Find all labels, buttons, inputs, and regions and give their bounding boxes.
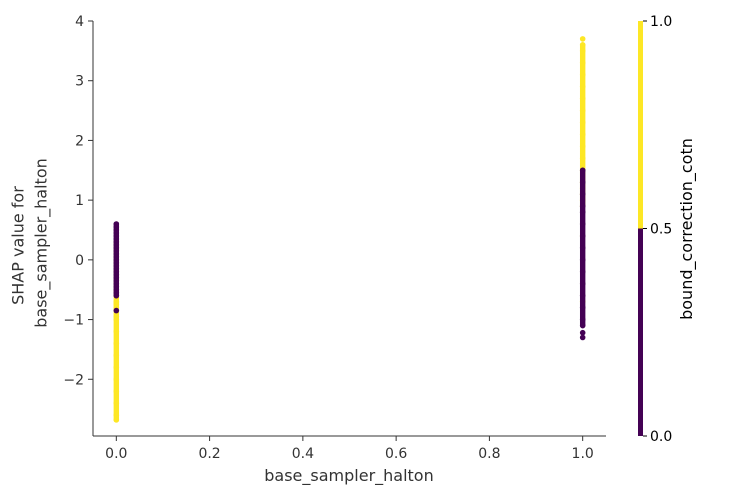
y-axis-label: SHAP value for base_sampler_halton bbox=[8, 158, 51, 327]
data-point-s2-9 bbox=[579, 131, 586, 138]
data-point-s2-4 bbox=[579, 71, 586, 78]
axes bbox=[92, 21, 606, 437]
data-point-s3-1 bbox=[579, 179, 586, 186]
data-point-s0-14 bbox=[113, 301, 120, 308]
data-point-s3-9 bbox=[579, 268, 586, 275]
data-point-s0-7 bbox=[113, 340, 120, 347]
data-point-s1-25 bbox=[113, 307, 120, 314]
y-tick-label-2: 0 bbox=[75, 253, 84, 269]
data-point-s2-5 bbox=[579, 83, 586, 90]
x-axis-label: base_sampler_halton bbox=[264, 466, 433, 486]
data-point-s2-0 bbox=[579, 36, 586, 42]
data-point-s3-6 bbox=[579, 233, 586, 239]
data-point-s2-8 bbox=[579, 119, 586, 126]
x-tick-label-3: 0.6 bbox=[385, 446, 407, 462]
colorbar-high-segment bbox=[638, 21, 643, 229]
y-axis-label-line-1: SHAP value for bbox=[8, 186, 27, 305]
x-tick-label-0: 0.0 bbox=[105, 446, 127, 462]
data-point-s2-11 bbox=[579, 155, 586, 162]
data-point-s2-2 bbox=[579, 48, 586, 54]
colorbar-tick-label-0: 0.0 bbox=[650, 429, 672, 445]
y-tick-label-3: 1 bbox=[75, 193, 84, 209]
data-point-s3-7 bbox=[579, 245, 586, 251]
y-axis-label-line-2: base_sampler_halton bbox=[32, 158, 52, 327]
data-point-s3-5 bbox=[579, 221, 586, 227]
data-point-s2-6 bbox=[579, 95, 586, 102]
data-point-s3-16 bbox=[579, 334, 586, 341]
data-point-s2-1 bbox=[579, 42, 586, 48]
x-tick-label-2: 0.4 bbox=[292, 446, 314, 462]
scatter-points bbox=[113, 36, 586, 423]
y-tick-label-5: 3 bbox=[75, 74, 84, 90]
data-point-s3-10 bbox=[579, 280, 586, 287]
x-axis-ticks: 0.0 0.2 0.4 0.6 0.8 1.0 bbox=[105, 436, 594, 462]
data-point-s0-10 bbox=[113, 313, 120, 320]
y-axis-ticks: −2 −1 0 1 2 3 4 bbox=[63, 14, 93, 388]
y-tick-label-0: −2 bbox=[63, 372, 84, 388]
data-point-s0-3 bbox=[113, 388, 120, 395]
data-point-s2-3 bbox=[579, 59, 586, 66]
data-point-s2-10 bbox=[579, 143, 586, 150]
point-strip-s2-0 bbox=[579, 42, 586, 209]
data-point-s0-4 bbox=[113, 376, 120, 383]
data-point-s3-13 bbox=[579, 316, 586, 323]
data-point-s0-8 bbox=[113, 328, 120, 335]
data-point-s3-14 bbox=[579, 322, 586, 329]
data-point-s3-11 bbox=[579, 292, 586, 299]
y-tick-label-1: −1 bbox=[63, 313, 84, 329]
data-point-s3-4 bbox=[579, 209, 586, 215]
data-point-s0-0 bbox=[113, 417, 120, 423]
data-point-s0-5 bbox=[113, 364, 120, 371]
data-point-s0-2 bbox=[113, 400, 120, 406]
colorbar-label: bound_correction_cotn bbox=[677, 138, 697, 320]
y-tick-label-6: 4 bbox=[75, 14, 84, 30]
colorbar-tick-label-1: 0.5 bbox=[650, 222, 672, 238]
data-point-s3-3 bbox=[579, 203, 586, 209]
x-tick-label-5: 1.0 bbox=[572, 446, 594, 462]
x-tick-label-4: 0.8 bbox=[478, 446, 500, 462]
data-point-s3-8 bbox=[579, 257, 586, 263]
data-point-s3-0 bbox=[579, 167, 586, 174]
data-point-s0-1 bbox=[113, 412, 120, 418]
data-point-s0-6 bbox=[113, 352, 120, 359]
colorbar: 0.0 0.5 1.0 bbox=[638, 14, 672, 445]
x-tick-label-1: 0.2 bbox=[198, 446, 220, 462]
data-point-s3-2 bbox=[579, 191, 586, 197]
colorbar-tick-label-2: 1.0 bbox=[650, 14, 672, 30]
data-point-s2-7 bbox=[579, 107, 586, 114]
data-point-s1-24 bbox=[113, 292, 120, 299]
colorbar-low-segment bbox=[638, 228, 643, 436]
data-point-s3-12 bbox=[579, 304, 586, 311]
y-tick-label-4: 2 bbox=[75, 133, 84, 149]
data-point-s3-15 bbox=[579, 329, 586, 336]
